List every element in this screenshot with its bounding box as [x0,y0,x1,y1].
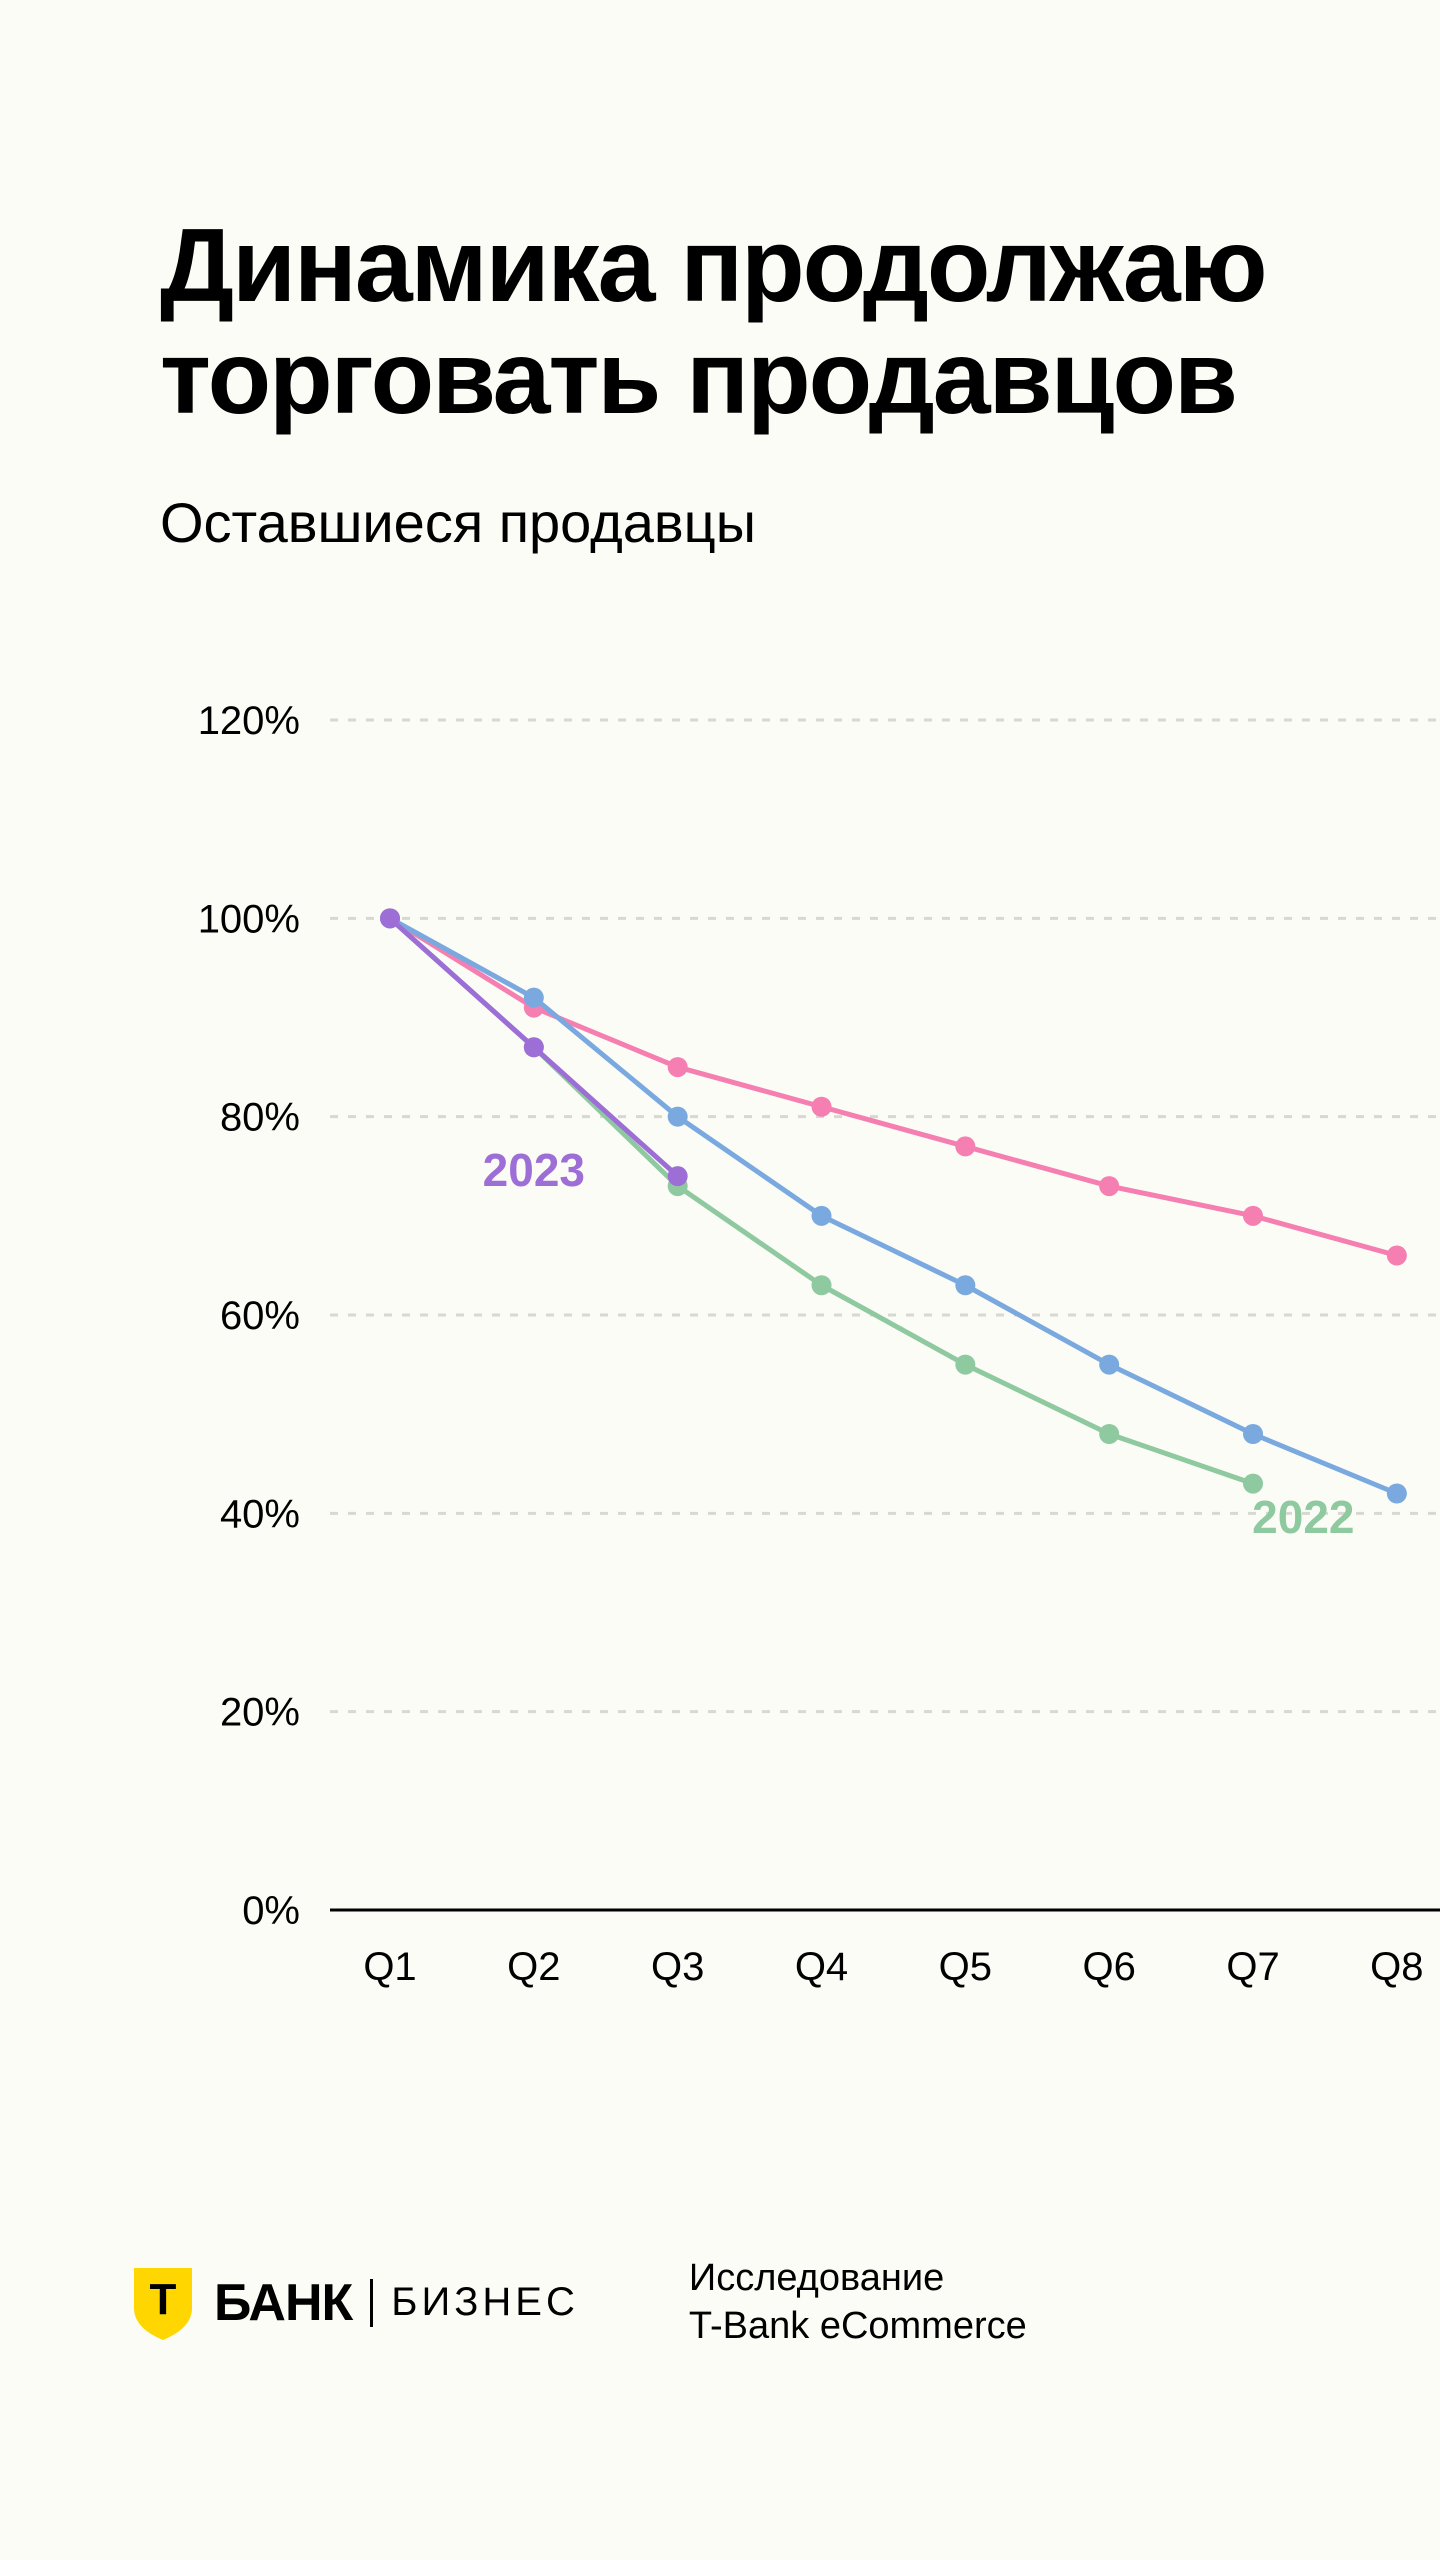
logo-divider [370,2279,373,2327]
page: Динамика продолжаю торговать продавцов О… [0,0,1440,2560]
y-tick-label: 0% [242,1889,300,1933]
title-line-1: Динамика продолжаю [160,210,1440,322]
footer: Т БАНК БИЗНЕС Исследование T-Bank eComme… [130,2255,1027,2350]
series-line-pink [390,918,1397,1255]
series-marker-2022 [955,1355,975,1375]
shield-letter: Т [150,2275,177,2324]
y-tick-label: 60% [220,1294,300,1338]
series-marker-blue [1243,1424,1263,1444]
x-tick-label: Q6 [1082,1945,1135,1989]
series-marker-pink [1243,1206,1263,1226]
series-marker-pink [812,1097,832,1117]
series-marker-2022 [1099,1424,1119,1444]
x-tick-label: Q2 [507,1945,560,1989]
series-marker-2022 [812,1275,832,1295]
series-line-2022 [390,918,1253,1483]
x-tick-label: Q5 [939,1945,992,1989]
attribution: Исследование T-Bank eCommerce [689,2255,1027,2350]
y-tick-label: 40% [220,1492,300,1536]
series-marker-blue [812,1206,832,1226]
chart: 0% 20% 40% 60% 80% 100% 120% Q1 Q2 Q3 Q4 Q5 Q6 Q7 Q8 20… [160,660,1440,2060]
x-tick-label: Q8 [1370,1945,1423,1989]
title-line-2: торговать продавцов [160,322,1440,434]
series-marker-blue [668,1107,688,1127]
series-marker-2023 [380,908,400,928]
x-tick-label: Q3 [651,1945,704,1989]
series-marker-pink [668,1057,688,1077]
title-block: Динамика продолжаю торговать продавцов [160,210,1440,435]
series-label-2023: 2023 [483,1144,585,1196]
attribution-line-2: T-Bank eCommerce [689,2303,1027,2351]
series-marker-blue [1387,1484,1407,1504]
logo-sub-text: БИЗНЕС [391,2280,579,2325]
y-tick-label: 80% [220,1096,300,1140]
y-tick-label: 20% [220,1691,300,1735]
logo-main-text: БАНК [214,2273,352,2333]
chart-svg: 0% 20% 40% 60% 80% 100% 120% Q1 Q2 Q3 Q4 Q5 Q6 Q7 Q8 20… [160,660,1440,2060]
attribution-line-1: Исследование [689,2255,1027,2303]
series-marker-blue [955,1275,975,1295]
shield-icon: Т [130,2264,196,2342]
series-marker-pink [955,1136,975,1156]
x-tick-label: Q7 [1226,1945,1279,1989]
series-marker-2023 [668,1166,688,1186]
y-tick-label: 120% [198,699,300,743]
series-marker-blue [524,988,544,1008]
x-tick-label: Q4 [795,1945,848,1989]
series-marker-pink [1099,1176,1119,1196]
x-tick-label: Q1 [363,1945,416,1989]
series-marker-pink [1387,1246,1407,1266]
subtitle: Оставшиеся продавцы [160,490,756,555]
logo: Т БАНК БИЗНЕС [130,2264,579,2342]
series-marker-2023 [524,1037,544,1057]
series-marker-blue [1099,1355,1119,1375]
y-tick-label: 100% [198,897,300,941]
series-label-2022: 2022 [1252,1491,1354,1543]
